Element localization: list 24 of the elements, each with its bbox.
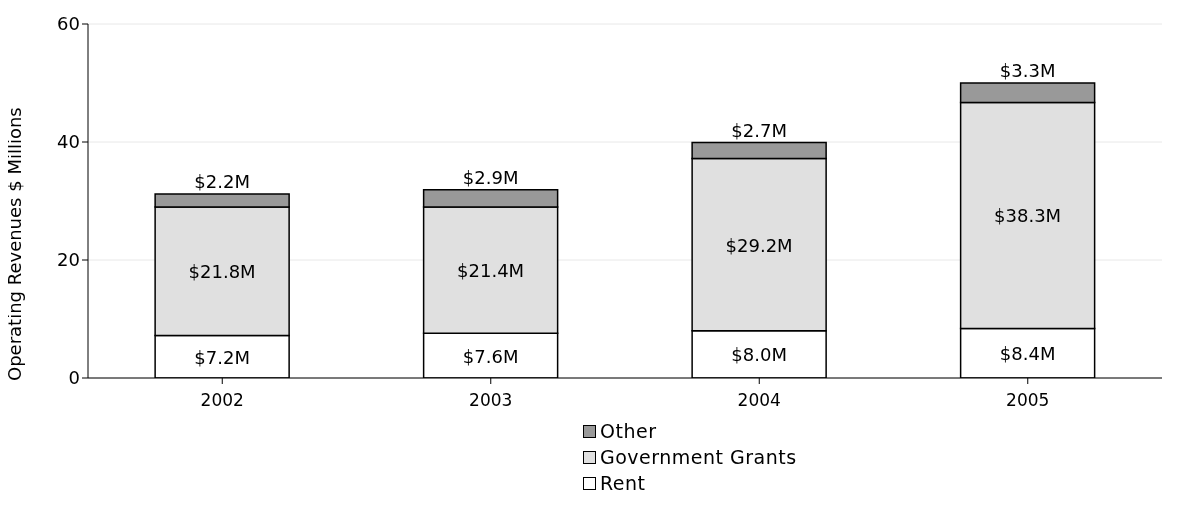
data-label: $2.2M (194, 170, 250, 192)
data-label: $8.4M (999, 343, 1056, 365)
data-label: $2.7M (731, 119, 787, 141)
data-label: $29.2M (725, 234, 793, 256)
data-label: $38.3M (994, 205, 1062, 227)
data-label: $21.8M (188, 261, 256, 283)
legend-label: Other (600, 420, 657, 442)
data-label: $7.6M (462, 345, 519, 367)
data-label: $21.4M (457, 260, 525, 282)
x-tick-label: 2003 (469, 390, 513, 411)
data-label: $3.3M (999, 60, 1056, 81)
data-label: $8.0M (731, 344, 787, 366)
data-label: $2.9M (462, 166, 519, 188)
data-label: $7.2M (194, 346, 250, 368)
y-tick-label: 0 (68, 367, 80, 389)
x-tick-label: 2002 (200, 390, 244, 411)
y-axis-title: Operating Revenues $ Millions (4, 107, 26, 381)
legend-label: Government Grants (600, 446, 797, 468)
y-tick-label: 60 (57, 13, 80, 35)
y-tick-label: 20 (57, 249, 80, 271)
y-tick-label: 40 (57, 131, 80, 153)
legend-label: Rent (600, 472, 646, 494)
x-tick-label: 2005 (1006, 390, 1050, 411)
x-tick-label: 2004 (737, 390, 781, 411)
